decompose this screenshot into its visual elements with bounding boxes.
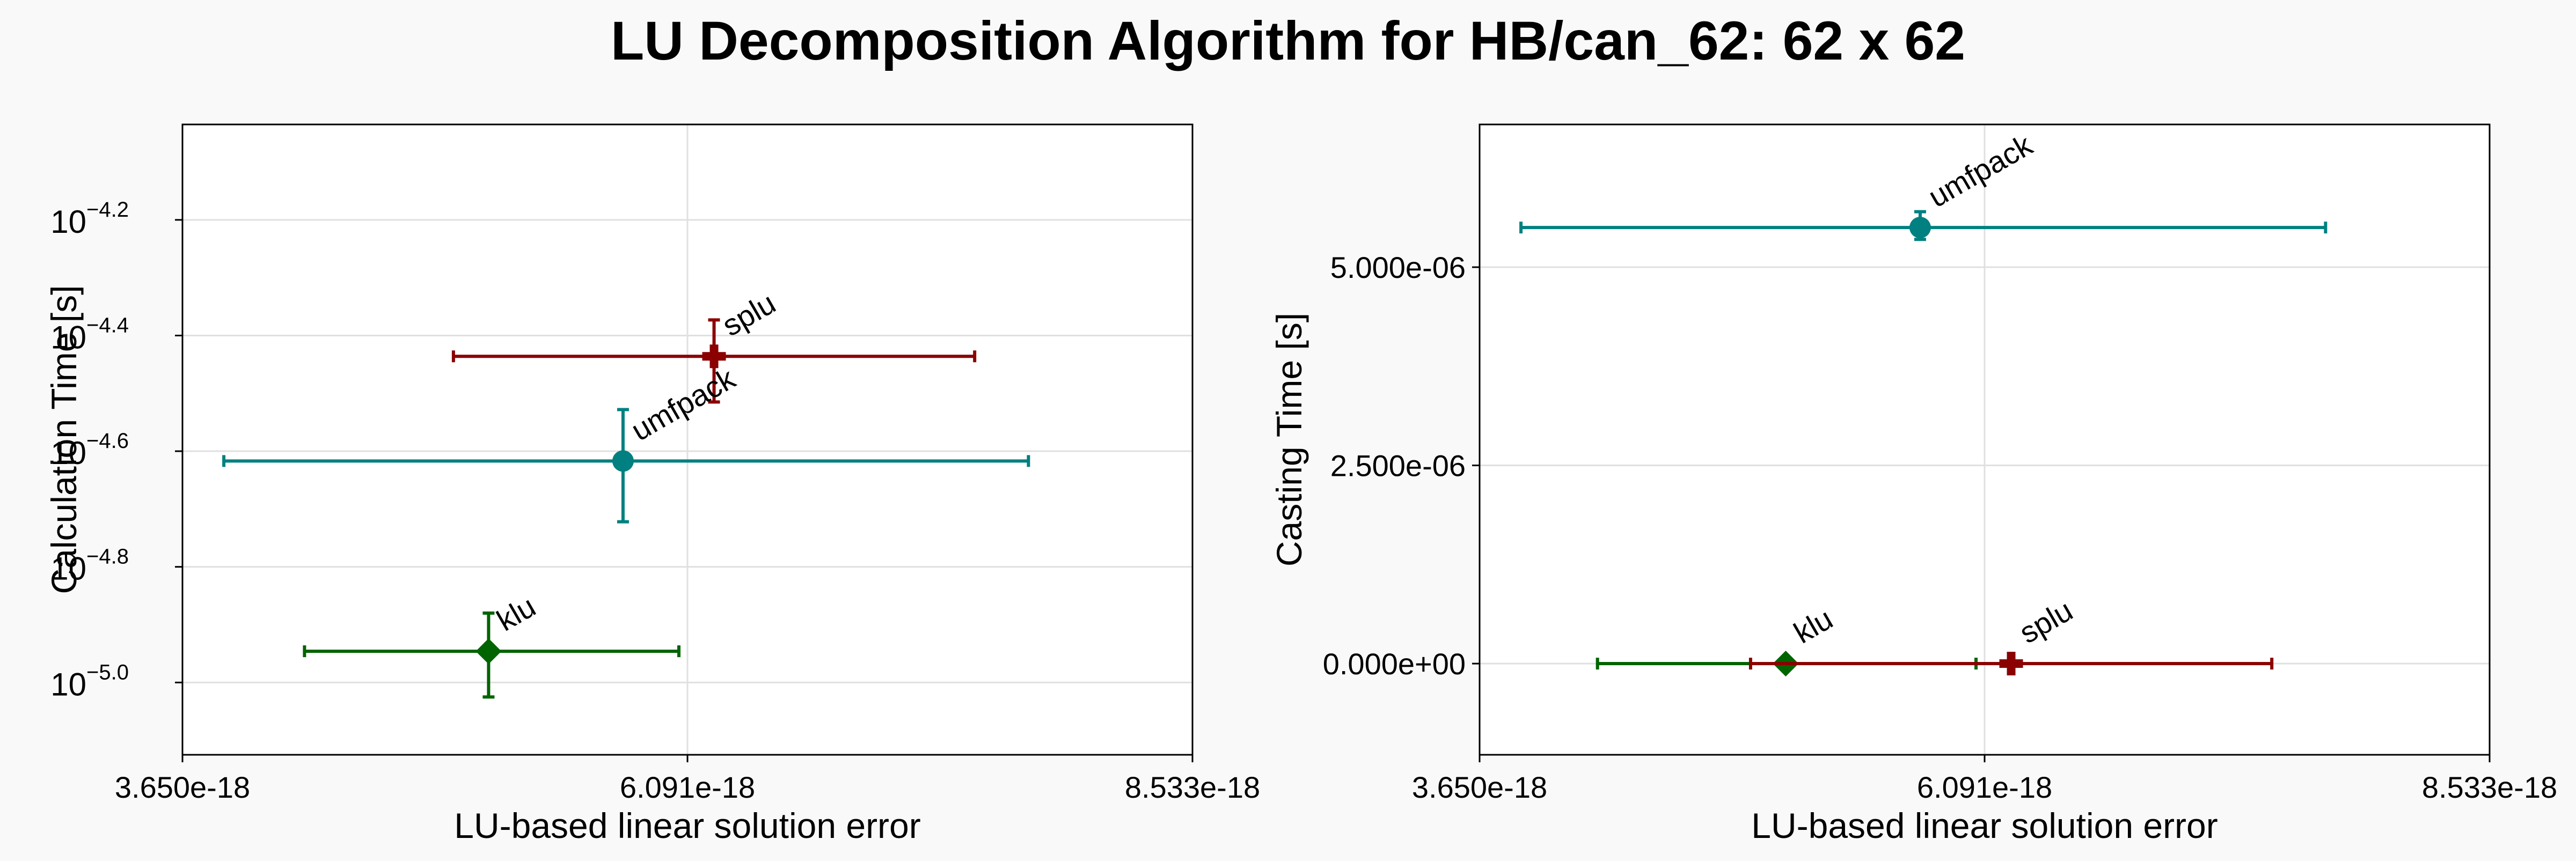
y-tick-label: 10−5.0 bbox=[50, 660, 129, 702]
x-tick-label: 6.091e-18 bbox=[620, 770, 755, 804]
y-tick-base: 10 bbox=[50, 551, 86, 587]
plot-frame bbox=[1479, 123, 2491, 756]
y-tick-label: 5.000e-06 bbox=[1330, 251, 1466, 284]
y-tick-label: 10−4.8 bbox=[50, 545, 129, 587]
y-tick-exponent: −4.2 bbox=[86, 198, 129, 222]
y-tick-base: 10 bbox=[50, 435, 86, 471]
figure-title: LU Decomposition Algorithm for HB/can_62… bbox=[610, 10, 1966, 71]
x-axis-label: LU-based linear solution error bbox=[454, 806, 920, 845]
data-point-klu bbox=[475, 638, 502, 665]
y-tick-exponent: −4.8 bbox=[86, 545, 129, 569]
x-tick-label: 8.533e-18 bbox=[1125, 770, 1260, 804]
y-axis-label: Calculation Time [s] bbox=[44, 285, 84, 594]
x-axis-label: LU-based linear solution error bbox=[1751, 806, 2218, 845]
data-point-umfpack bbox=[1909, 217, 1931, 239]
data-point-splu bbox=[1999, 652, 2023, 676]
y-tick-label: 2.500e-06 bbox=[1330, 449, 1466, 483]
y-tick-label: 10−4.2 bbox=[50, 198, 129, 240]
y-tick-exponent: −4.6 bbox=[86, 429, 129, 453]
x-tick-label: 3.650e-18 bbox=[115, 770, 250, 804]
plot-frame bbox=[181, 123, 1194, 756]
y-tick-label: 10−4.4 bbox=[50, 313, 129, 355]
y-axis-label: Casting Time [s] bbox=[1269, 313, 1309, 566]
y-tick-label: 0.000e+00 bbox=[1323, 647, 1466, 681]
y-tick-base: 10 bbox=[50, 666, 86, 702]
subplot-1: 3.650e-18 6.091e-18 8.533e-1810−4.210−4.41… bbox=[44, 123, 1260, 845]
subplot-2: 3.650e-18 6.091e-18 8.533e-18 5.000e-06 2.50… bbox=[1269, 123, 2557, 845]
data-point-splu bbox=[702, 344, 726, 369]
data-point-umfpack bbox=[612, 450, 634, 472]
y-tick-label: 10−4.6 bbox=[50, 429, 129, 471]
y-tick-exponent: −4.4 bbox=[86, 313, 129, 337]
x-tick-label: 3.650e-18 bbox=[1412, 770, 1547, 804]
x-tick-label: 6.091e-18 bbox=[1917, 770, 2052, 804]
y-tick-base: 10 bbox=[50, 319, 86, 355]
y-tick-exponent: −5.0 bbox=[86, 660, 129, 684]
x-tick-label: 8.533e-18 bbox=[2422, 770, 2557, 804]
y-tick-base: 10 bbox=[50, 204, 86, 240]
